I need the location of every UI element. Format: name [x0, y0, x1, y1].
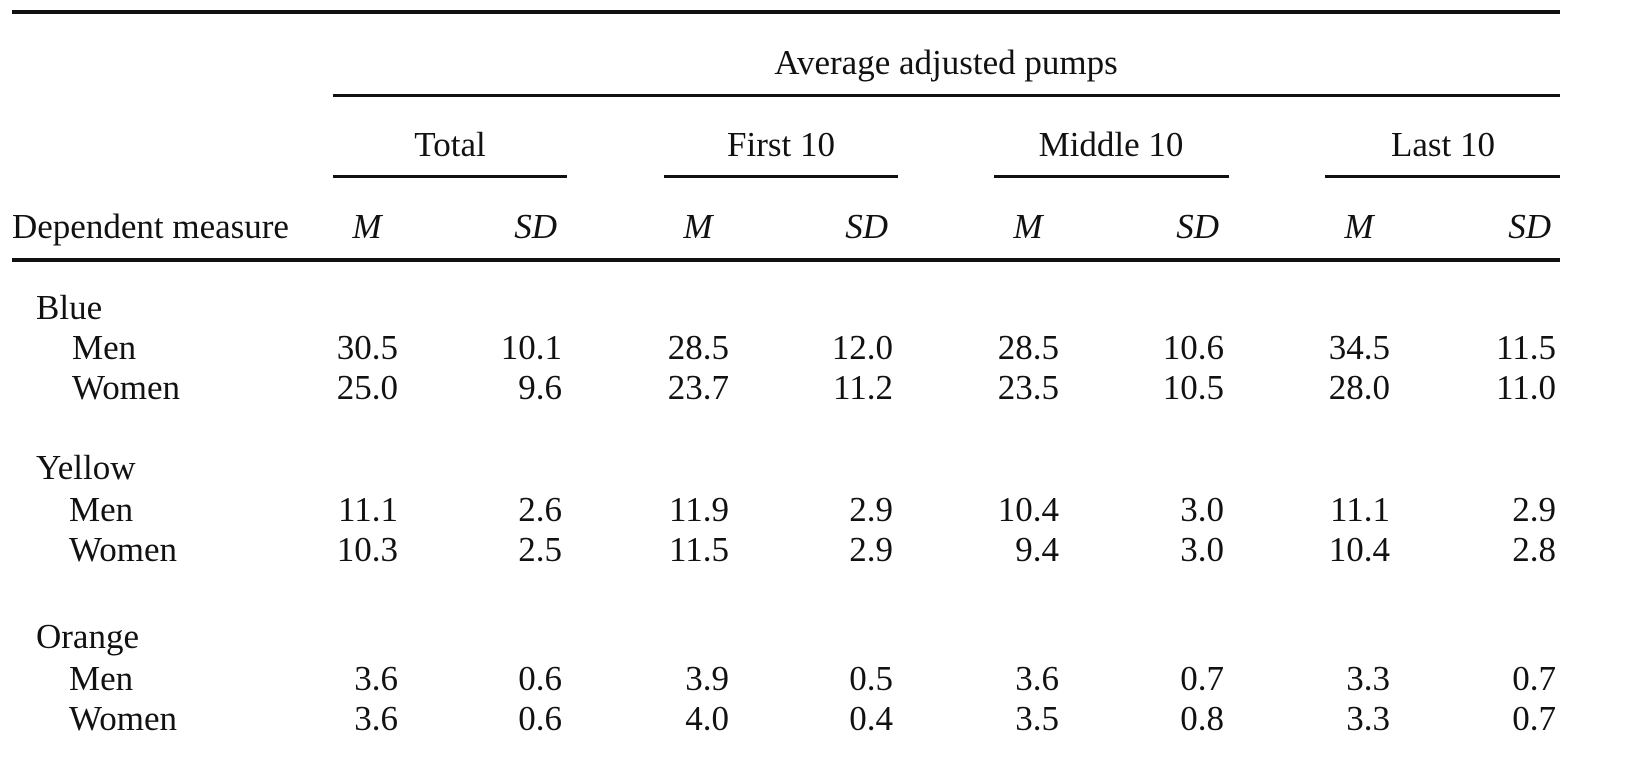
table-cell: 10.5 [1162, 368, 1224, 407]
table-cell: 2.9 [849, 490, 893, 529]
header-bottom-rule [12, 258, 1560, 262]
table-cell: 11.5 [669, 530, 729, 569]
mean-header: M [1013, 207, 1043, 246]
section-label: Yellow [36, 448, 136, 487]
table-cell: 11.0 [1496, 368, 1556, 407]
table-cell: 11.5 [1496, 328, 1556, 367]
section-label: Orange [36, 617, 140, 656]
group-header: Total [414, 125, 486, 164]
sd-header: SD [514, 207, 557, 246]
group-rule-0 [333, 175, 567, 178]
table-cell: 0.7 [1512, 659, 1556, 698]
group-rule-1 [664, 175, 898, 178]
table-cell: 11.9 [669, 490, 729, 529]
table-cell: 0.7 [1512, 699, 1556, 738]
table-cell: 0.5 [849, 659, 893, 698]
sd-header: SD [1508, 207, 1551, 246]
table-cell: 28.5 [997, 328, 1059, 367]
table-cell: 3.0 [1180, 530, 1224, 569]
table-cell: 10.4 [1328, 530, 1390, 569]
table-cell: 28.0 [1328, 368, 1390, 407]
spanner-rule [333, 94, 1560, 97]
table-cell: 3.9 [685, 659, 729, 698]
group-header: Middle 10 [1038, 125, 1184, 164]
table-cell: 0.8 [1180, 699, 1224, 738]
table-cell: 3.3 [1346, 659, 1390, 698]
group-rule-3 [1325, 175, 1560, 178]
mean-header: M [352, 207, 382, 246]
table-cell: 10.6 [1162, 328, 1224, 367]
table-cell: 2.8 [1512, 530, 1556, 569]
stub-header: Dependent measure [12, 207, 289, 246]
row-label: Women [69, 530, 177, 569]
table-cell: 34.5 [1328, 328, 1390, 367]
table-cell: 0.6 [518, 659, 562, 698]
table-cell: 9.4 [1015, 530, 1059, 569]
table-cell: 3.6 [354, 659, 398, 698]
table-cell: 2.6 [518, 490, 562, 529]
table-cell: 23.5 [997, 368, 1059, 407]
table-cell: 11.1 [1330, 490, 1390, 529]
table-cell: 11.1 [338, 490, 398, 529]
row-label: Women [72, 368, 180, 407]
sd-header: SD [1176, 207, 1219, 246]
table-cell: 2.9 [1512, 490, 1556, 529]
group-header: Last 10 [1390, 125, 1496, 164]
table-cell: 10.3 [336, 530, 398, 569]
table-cell: 10.4 [997, 490, 1059, 529]
table-cell: 12.0 [831, 328, 893, 367]
group-rule-2 [994, 175, 1229, 178]
table-cell: 0.7 [1180, 659, 1224, 698]
table-cell: 28.5 [667, 328, 729, 367]
row-label: Men [69, 659, 134, 698]
mean-header: M [1344, 207, 1374, 246]
table-cell: 11.2 [833, 368, 893, 407]
mean-header: M [683, 207, 713, 246]
table-cell: 2.9 [849, 530, 893, 569]
table-cell: 3.6 [354, 699, 398, 738]
table-cell: 0.6 [518, 699, 562, 738]
table-cell: 3.3 [1346, 699, 1390, 738]
table-cell: 4.0 [685, 699, 729, 738]
table-cell: 3.0 [1180, 490, 1224, 529]
table-cell: 0.4 [849, 699, 893, 738]
table-cell: 30.5 [336, 328, 398, 367]
table-cell: 9.6 [518, 368, 562, 407]
row-label: Women [69, 699, 177, 738]
table-cell: 2.5 [518, 530, 562, 569]
row-label: Men [72, 328, 137, 367]
table-cell: 10.1 [500, 328, 562, 367]
table-cell: 23.7 [667, 368, 729, 407]
table-cell: 3.6 [1015, 659, 1059, 698]
table-cell: 3.5 [1015, 699, 1059, 738]
row-label: Men [69, 490, 134, 529]
sd-header: SD [845, 207, 888, 246]
table-cell: 25.0 [336, 368, 398, 407]
section-label: Blue [36, 288, 103, 327]
group-header: First 10 [727, 125, 835, 164]
spanner-header: Average adjusted pumps [774, 43, 1118, 82]
top-rule [12, 10, 1560, 14]
